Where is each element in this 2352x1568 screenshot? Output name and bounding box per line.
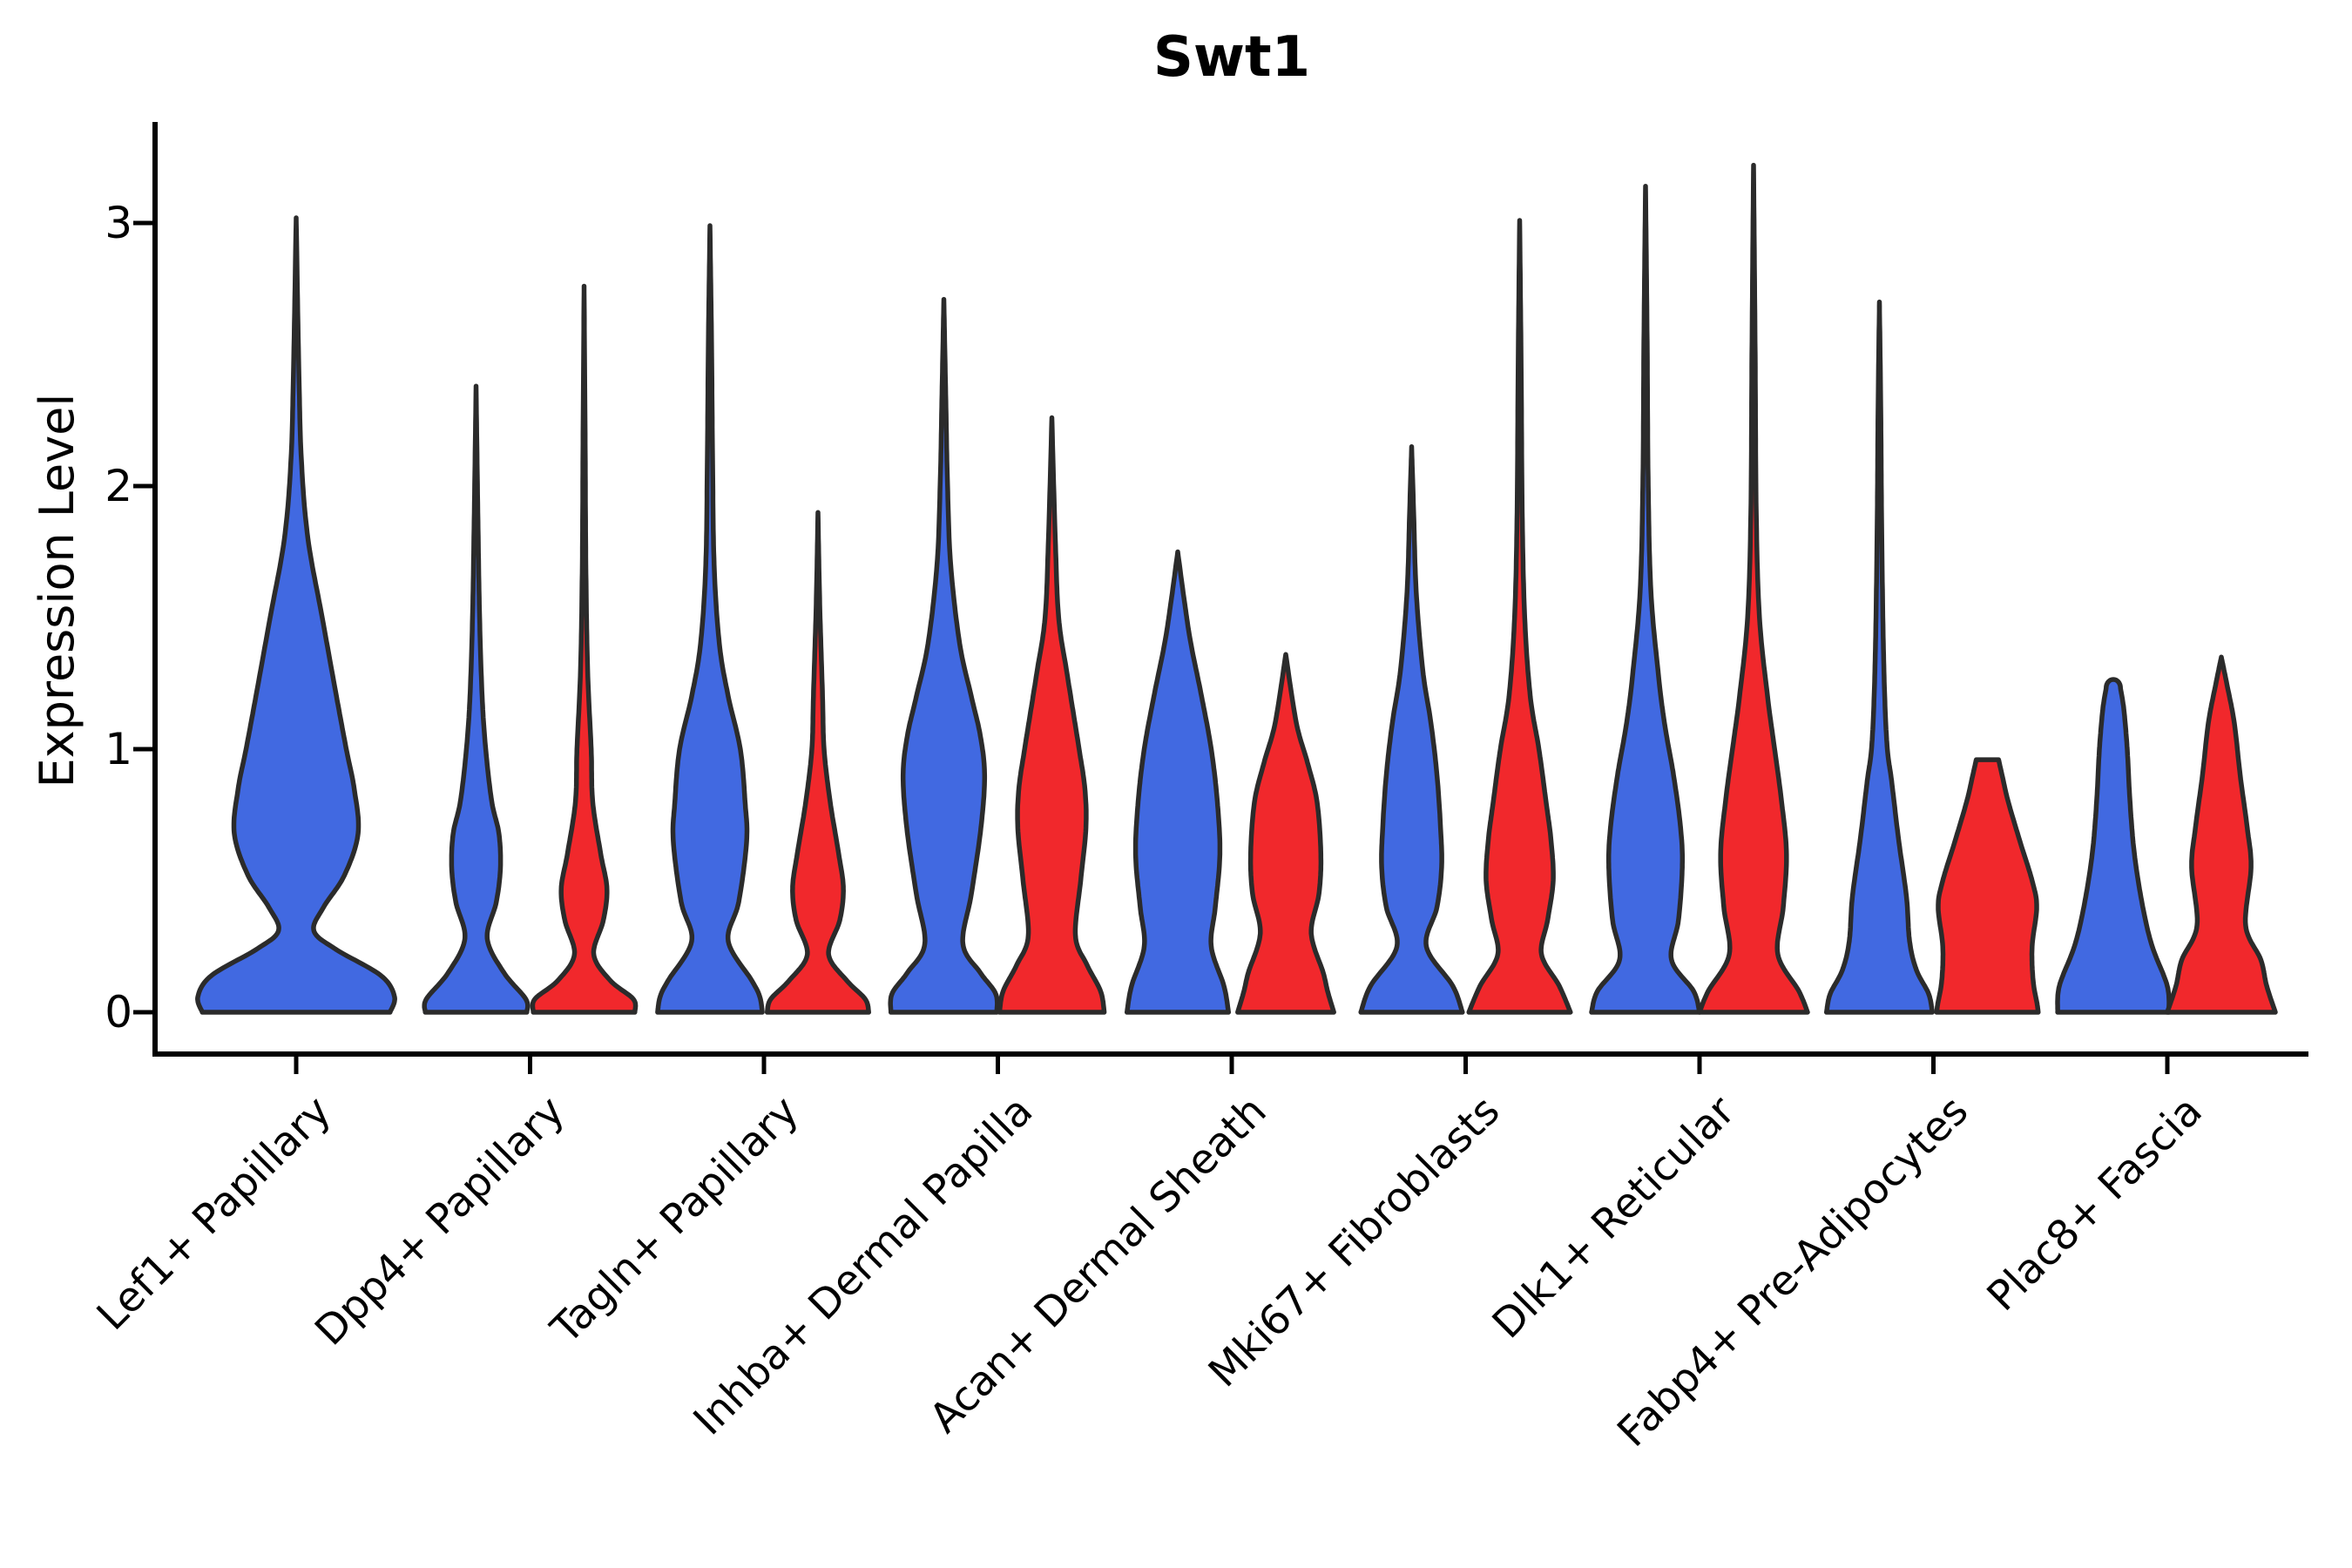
violin-fabp4-pre-adipocytes-red xyxy=(1934,757,2041,1015)
violin-plac8-fascia-red xyxy=(2165,654,2278,1015)
violin-inhba-dermal-papilla-red xyxy=(997,415,1107,1015)
violin-tagln-papillary-blue xyxy=(655,223,765,1015)
chart-title: Swt1 xyxy=(1152,25,1311,90)
violin-dpp4-papillary-red xyxy=(530,283,639,1015)
violin-mki67-fibroblasts-blue xyxy=(1358,443,1465,1015)
violin-tagln-papillary-red xyxy=(764,510,872,1015)
violin-lef1-papillary-blue xyxy=(195,215,397,1015)
y-tick-label-1: 1 xyxy=(105,724,132,774)
violin-acan-dermal-sheath-blue xyxy=(1124,549,1232,1015)
y-tick-label-3: 3 xyxy=(105,198,132,248)
violin-plac8-fascia-blue xyxy=(2055,677,2172,1015)
violin-acan-dermal-sheath-red xyxy=(1235,652,1336,1015)
y-tick-label-0: 0 xyxy=(105,987,132,1037)
violin-inhba-dermal-papilla-blue xyxy=(888,296,1000,1015)
violin-dlk1-reticular-red xyxy=(1697,162,1810,1015)
violin-mki67-fibroblasts-red xyxy=(1466,218,1573,1015)
violin-dlk1-reticular-blue xyxy=(1589,183,1702,1015)
y-tick-label-2: 2 xyxy=(105,461,132,511)
violin-dpp4-papillary-blue xyxy=(422,383,531,1015)
violin-fabp4-pre-adipocytes-blue xyxy=(1823,299,1936,1015)
